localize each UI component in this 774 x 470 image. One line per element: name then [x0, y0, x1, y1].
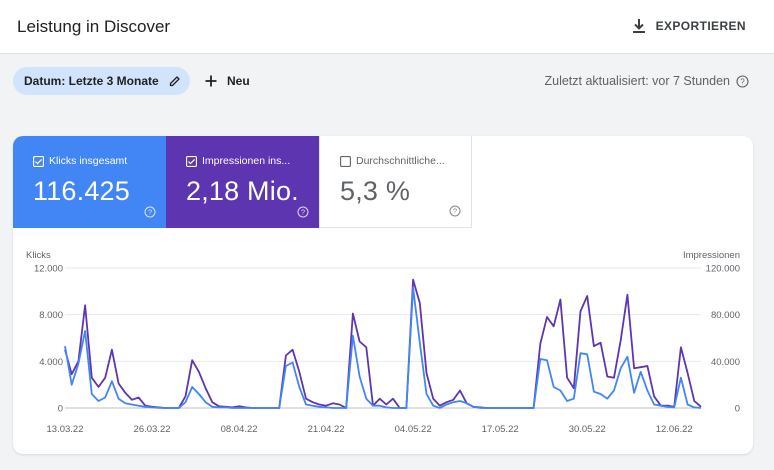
right-y-tick-label: 40.000 — [711, 357, 740, 368]
svg-text:?: ? — [453, 207, 457, 216]
checkbox-checked-icon[interactable] — [186, 155, 197, 167]
export-label: EXPORTIEREN — [655, 19, 746, 33]
checkbox-unchecked-icon[interactable] — [340, 155, 351, 167]
pencil-icon — [169, 76, 180, 87]
help-icon[interactable]: ? — [297, 206, 309, 218]
chart-gridlines — [65, 267, 701, 409]
svg-text:?: ? — [148, 208, 152, 217]
last-updated: Zuletzt aktualisiert: vor 7 Stunden ? — [544, 74, 749, 88]
left-y-tick-label: 12.000 — [34, 264, 63, 275]
chart-x-ticks: 13.03.22 26.03.22 08.04.22 21.04.22 04.05.22… — [47, 424, 693, 435]
x-tick-label: 30.05.22 — [569, 424, 606, 435]
left-y-tick-label: 8.000 — [39, 310, 63, 321]
svg-text:?: ? — [740, 77, 745, 86]
date-filter-label: Datum: Letzte 3 Monate — [24, 74, 159, 88]
metric-card-ctr[interactable]: Durchschnittliche... 5,3 % ? — [319, 136, 472, 228]
right-y-tick-label: 80.000 — [711, 310, 740, 321]
right-y-tick-label: 120.000 — [706, 264, 740, 275]
last-updated-text: Zuletzt aktualisiert: vor 7 Stunden — [544, 74, 730, 88]
x-tick-label: 21.04.22 — [308, 424, 345, 435]
right-y-tick-label: 0 — [735, 404, 740, 415]
chart-y-ticks: 12.000 120.000 8.000 80.000 4.000 40.000 0 0 — [34, 264, 740, 415]
metric-value: 116.425 — [33, 176, 130, 206]
export-button[interactable]: EXPORTIEREN — [618, 10, 760, 42]
x-tick-label: 08.04.22 — [221, 424, 258, 435]
metric-label: Klicks insgesamt — [49, 155, 128, 167]
help-icon[interactable]: ? — [449, 205, 461, 217]
metric-card-impressions[interactable]: Impressionen ins... 2,18 Mio. ? — [166, 136, 319, 228]
metric-label: Impressionen ins... — [202, 155, 291, 167]
left-y-tick-label: 0 — [58, 404, 63, 415]
left-y-tick-label: 4.000 — [39, 357, 63, 368]
performance-card: Klicks insgesamt 116.425 ? Impressionen … — [13, 136, 753, 454]
top-app-bar: Leistung in Discover EXPORTIEREN — [0, 0, 774, 54]
x-tick-label: 04.05.22 — [395, 424, 432, 435]
new-filter-label: Neu — [227, 74, 250, 88]
svg-text:?: ? — [301, 208, 305, 217]
right-axis-label: Impressionen — [683, 250, 740, 261]
x-tick-label: 26.03.22 — [134, 424, 171, 435]
left-axis-label: Klicks — [26, 250, 51, 261]
page-title: Leistung in Discover — [17, 17, 171, 36]
metric-card-clicks[interactable]: Klicks insgesamt 116.425 ? — [13, 136, 166, 228]
download-icon — [632, 19, 645, 33]
new-filter-button[interactable]: Neu — [205, 67, 250, 95]
metric-value: 5,3 % — [340, 176, 411, 206]
help-icon[interactable]: ? — [736, 74, 749, 88]
performance-chart[interactable]: Klicks Impressionen 12.000 120.000 8.000 80… — [13, 136, 753, 454]
x-tick-label: 13.03.22 — [47, 424, 84, 435]
x-tick-label: 12.06.22 — [656, 424, 693, 435]
help-icon[interactable]: ? — [144, 206, 156, 218]
date-filter-chip[interactable]: Datum: Letzte 3 Monate — [13, 67, 190, 95]
series-line-impressions[interactable] — [64, 278, 702, 409]
x-tick-label: 17.05.22 — [482, 424, 519, 435]
filter-bar: Datum: Letzte 3 Monate Neu Zuletzt aktua… — [0, 55, 774, 110]
plus-icon — [205, 75, 217, 87]
chart-series — [64, 278, 702, 409]
checkbox-checked-icon[interactable] — [33, 155, 44, 167]
metric-label: Durchschnittliche... — [356, 155, 445, 167]
series-line-clicks[interactable] — [64, 286, 702, 409]
metric-value: 2,18 Mio. — [186, 176, 299, 206]
